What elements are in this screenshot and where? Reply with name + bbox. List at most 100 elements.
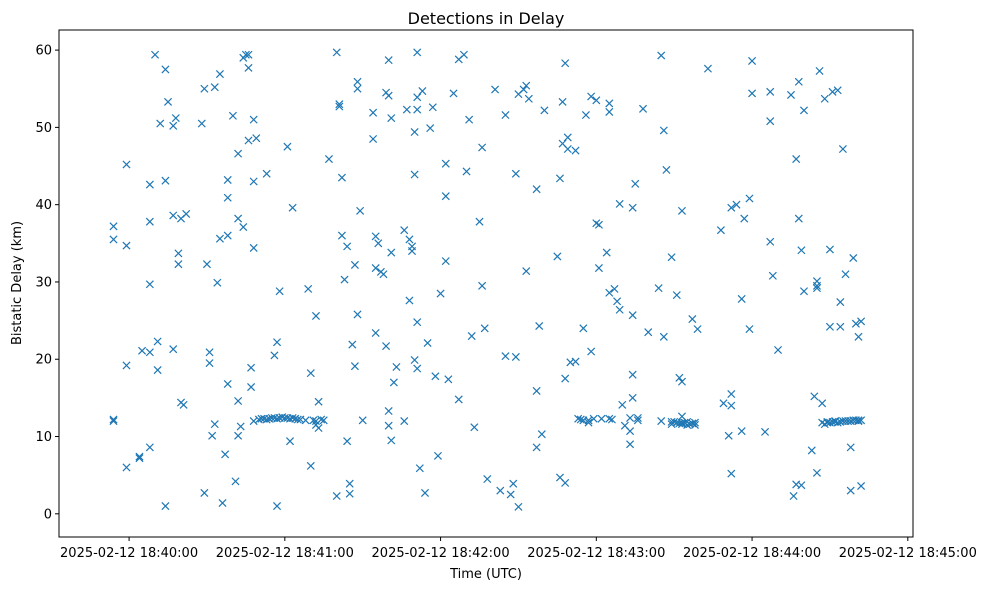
data-point (309, 416, 318, 425)
data-point (413, 318, 422, 327)
data-point (234, 149, 243, 158)
data-point (810, 392, 819, 401)
y-tick-label: 0 (44, 507, 52, 522)
data-point (836, 298, 845, 307)
data-point (249, 243, 258, 252)
data-point (592, 96, 601, 105)
data-point (799, 287, 809, 296)
data-point (857, 416, 866, 425)
data-point (854, 416, 863, 425)
data-point (766, 117, 775, 126)
data-point (335, 100, 344, 109)
data-point (851, 319, 860, 328)
data-point (234, 431, 243, 440)
data-point (387, 248, 396, 257)
data-point (812, 468, 821, 477)
data-point (231, 477, 240, 486)
data-point (745, 194, 754, 203)
data-points (109, 48, 866, 511)
data-point (345, 479, 354, 488)
data-point (138, 346, 147, 355)
data-point (470, 423, 479, 432)
data-point (532, 185, 541, 194)
data-point (283, 142, 292, 151)
data-point (846, 443, 855, 452)
data-point (210, 83, 219, 92)
data-point (672, 291, 681, 300)
data-point (825, 245, 834, 254)
data-point (122, 241, 131, 250)
data-point (737, 294, 746, 303)
x-axis-title: Time (UTC) (449, 567, 522, 582)
data-point (511, 352, 520, 361)
data-point (311, 417, 321, 426)
data-point (161, 502, 170, 511)
data-point (838, 144, 847, 154)
data-point (454, 395, 463, 404)
data-point (402, 105, 411, 114)
data-point (540, 106, 549, 115)
data-point (202, 260, 211, 269)
data-point (506, 490, 515, 499)
data-point (400, 226, 409, 235)
data-point (369, 134, 378, 143)
data-point (423, 338, 432, 348)
data-point (371, 328, 380, 337)
data-point (311, 311, 321, 320)
data-point (836, 322, 845, 331)
data-point (553, 252, 562, 261)
data-point (244, 50, 253, 59)
data-point (319, 416, 328, 425)
data-point (615, 199, 624, 208)
data-point (631, 179, 640, 188)
data-point (208, 431, 217, 440)
data-point (662, 165, 671, 174)
data-point (740, 214, 749, 223)
data-point (415, 464, 424, 473)
data-point (857, 317, 866, 326)
data-point (379, 270, 388, 279)
data-point (353, 310, 362, 319)
data-point (374, 239, 383, 248)
data-point (122, 361, 131, 370)
data-point (135, 454, 144, 463)
data-point (462, 167, 471, 176)
data-point (332, 48, 341, 57)
data-point (748, 56, 757, 65)
data-point (161, 176, 170, 185)
data-point (273, 414, 282, 423)
data-point (244, 63, 253, 72)
data-point (589, 414, 598, 423)
x-tick-label: 2025-02-12 18:44:00 (683, 546, 821, 561)
data-point (748, 89, 757, 98)
data-point (343, 242, 352, 251)
data-point (418, 87, 427, 96)
data-point (592, 219, 601, 228)
data-point (857, 481, 866, 491)
data-point (306, 461, 315, 470)
data-point (252, 134, 261, 143)
data-point (262, 169, 271, 178)
data-point (480, 324, 489, 333)
plot-frame (58, 29, 914, 538)
data-point (688, 315, 697, 324)
data-point (703, 64, 712, 73)
data-point (153, 337, 162, 346)
data-point (273, 502, 282, 511)
data-point (633, 413, 642, 423)
data-point (657, 51, 666, 60)
data-point (441, 257, 450, 266)
data-point (794, 214, 803, 223)
data-point (441, 192, 450, 201)
data-point (218, 498, 227, 508)
data-point (815, 66, 824, 75)
data-point (389, 378, 398, 387)
data-point (628, 393, 637, 402)
data-point (200, 84, 209, 93)
data-point (818, 399, 827, 408)
data-point (109, 417, 118, 426)
x-tick-label: 2025-02-12 18:45:00 (839, 546, 977, 561)
data-point (605, 107, 614, 116)
data-point (444, 375, 453, 384)
data-point (213, 278, 222, 287)
